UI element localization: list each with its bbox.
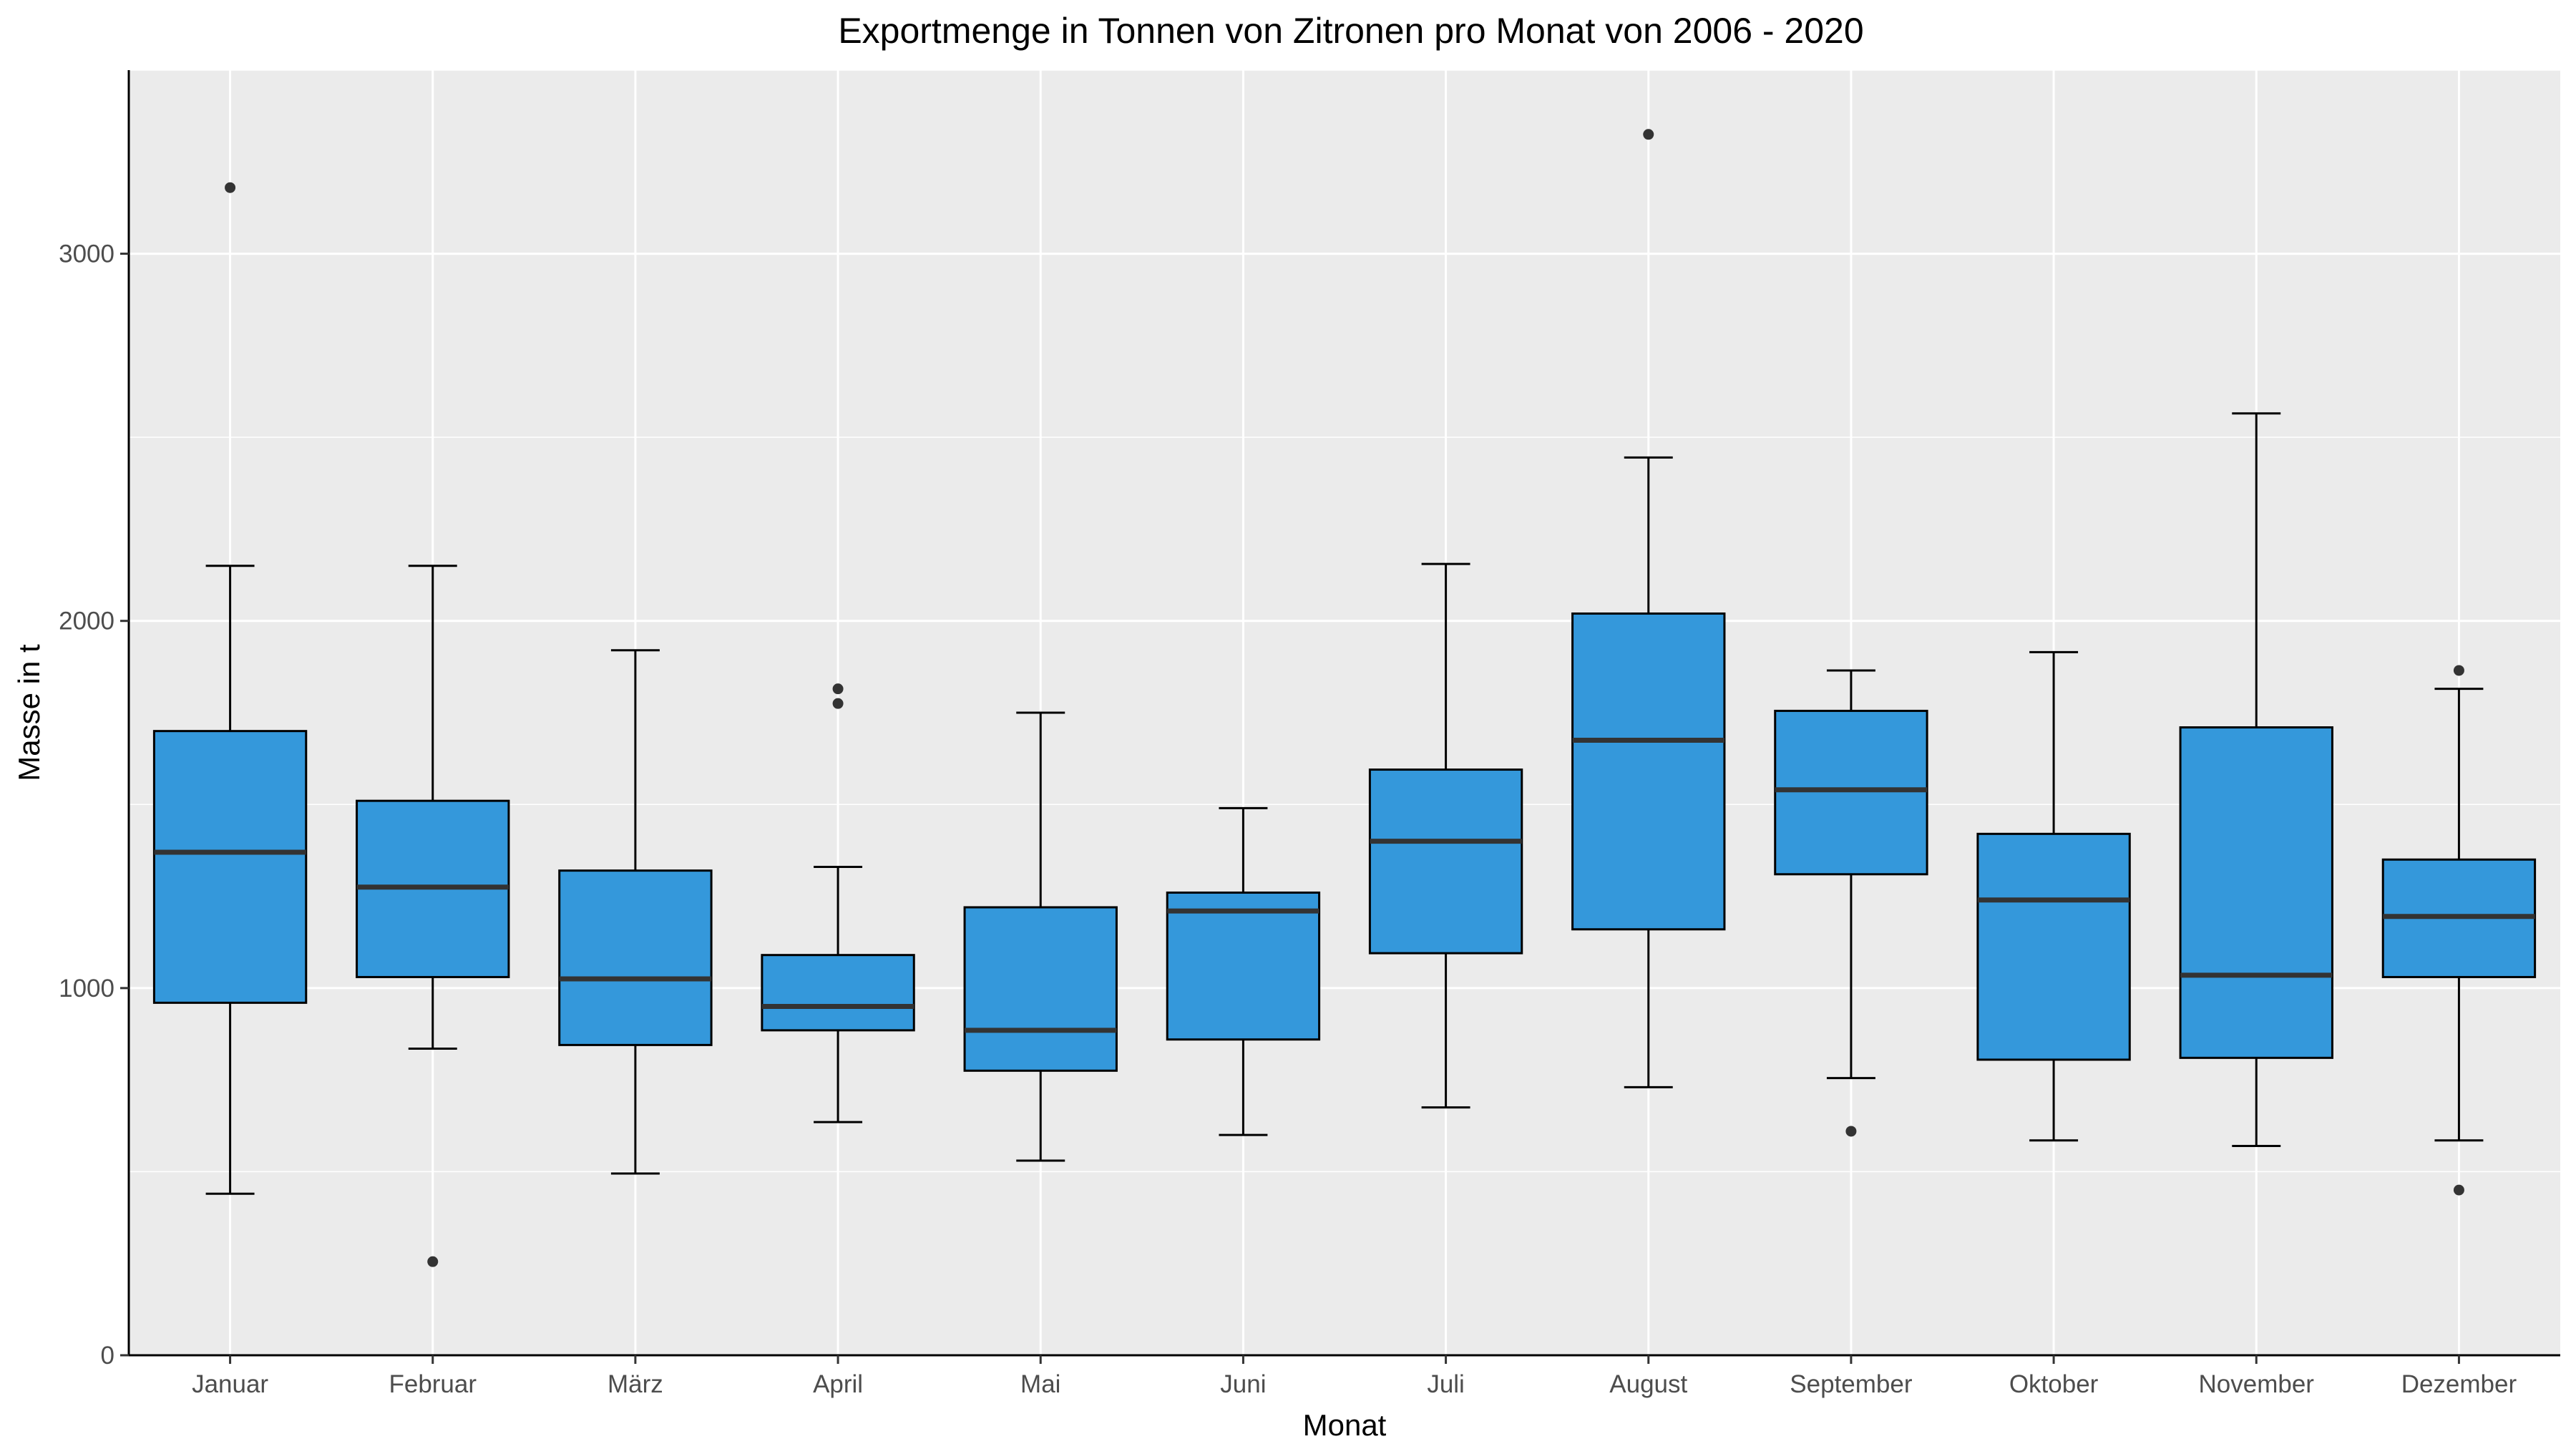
x-tick-label: Juni (1220, 1370, 1266, 1398)
x-axis-ticks: Januar Februar März April Mai Juni Juli August S… (192, 1355, 2517, 1398)
box-iqr (1774, 709, 1928, 876)
y-axis-title: Masse in t (12, 644, 46, 781)
box-juli (1368, 562, 1523, 1109)
x-tick-label: November (2199, 1370, 2315, 1398)
x-tick-label: Oktober (2009, 1370, 2099, 1398)
x-axis-title: Monat (1303, 1408, 1387, 1442)
box-november (2179, 412, 2333, 1148)
box-iqr (1571, 612, 1726, 931)
minor-grid (129, 69, 2560, 1173)
box-oktober (1976, 650, 2131, 1142)
plot-panel (129, 70, 2560, 1355)
y-tick-label: 1000 (59, 975, 114, 1002)
x-tick-label: Juli (1427, 1370, 1465, 1398)
box-dezember (2381, 665, 2537, 1196)
box-iqr (1166, 891, 1321, 1041)
box-iqr (1368, 769, 1523, 955)
outlier-point (1845, 1126, 1857, 1137)
chart-title: Exportmenge in Tonnen von Zitronen pro M… (838, 11, 1863, 51)
box-iqr (963, 906, 1118, 1072)
box-april (761, 683, 915, 1123)
box-januar (152, 182, 308, 1195)
y-tick-label: 2000 (59, 608, 114, 635)
box-märz (558, 649, 713, 1175)
outlier-point (2453, 665, 2464, 676)
box-iqr (558, 869, 713, 1046)
y-axis-ticks: 0 1000 2000 3000 (59, 240, 129, 1370)
boxes-layer (152, 129, 2537, 1267)
x-tick-label: September (1790, 1370, 1913, 1398)
box-september (1774, 669, 1928, 1137)
box-februar (356, 565, 510, 1267)
box-juni (1166, 806, 1321, 1136)
box-mai (963, 711, 1118, 1162)
outlier-point (225, 182, 236, 193)
x-tick-label: Februar (389, 1370, 477, 1398)
outlier-point (832, 683, 844, 695)
x-tick-label: August (1609, 1370, 1687, 1398)
outlier-point (832, 698, 844, 709)
outlier-point (2453, 1184, 2464, 1196)
x-tick-label: Mai (1020, 1370, 1060, 1398)
outlier-point (1643, 129, 1654, 140)
x-tick-label: Januar (192, 1370, 268, 1398)
box-iqr (2179, 726, 2333, 1059)
box-iqr (761, 954, 915, 1032)
x-tick-label: März (608, 1370, 663, 1398)
box-iqr (152, 730, 308, 1004)
y-tick-label: 3000 (59, 240, 114, 268)
x-tick-label: April (813, 1370, 863, 1398)
y-tick-label: 0 (101, 1342, 114, 1370)
x-tick-label: Dezember (2401, 1370, 2517, 1398)
box-iqr (1976, 832, 2131, 1061)
box-august (1571, 129, 1726, 1088)
outlier-point (427, 1256, 439, 1267)
